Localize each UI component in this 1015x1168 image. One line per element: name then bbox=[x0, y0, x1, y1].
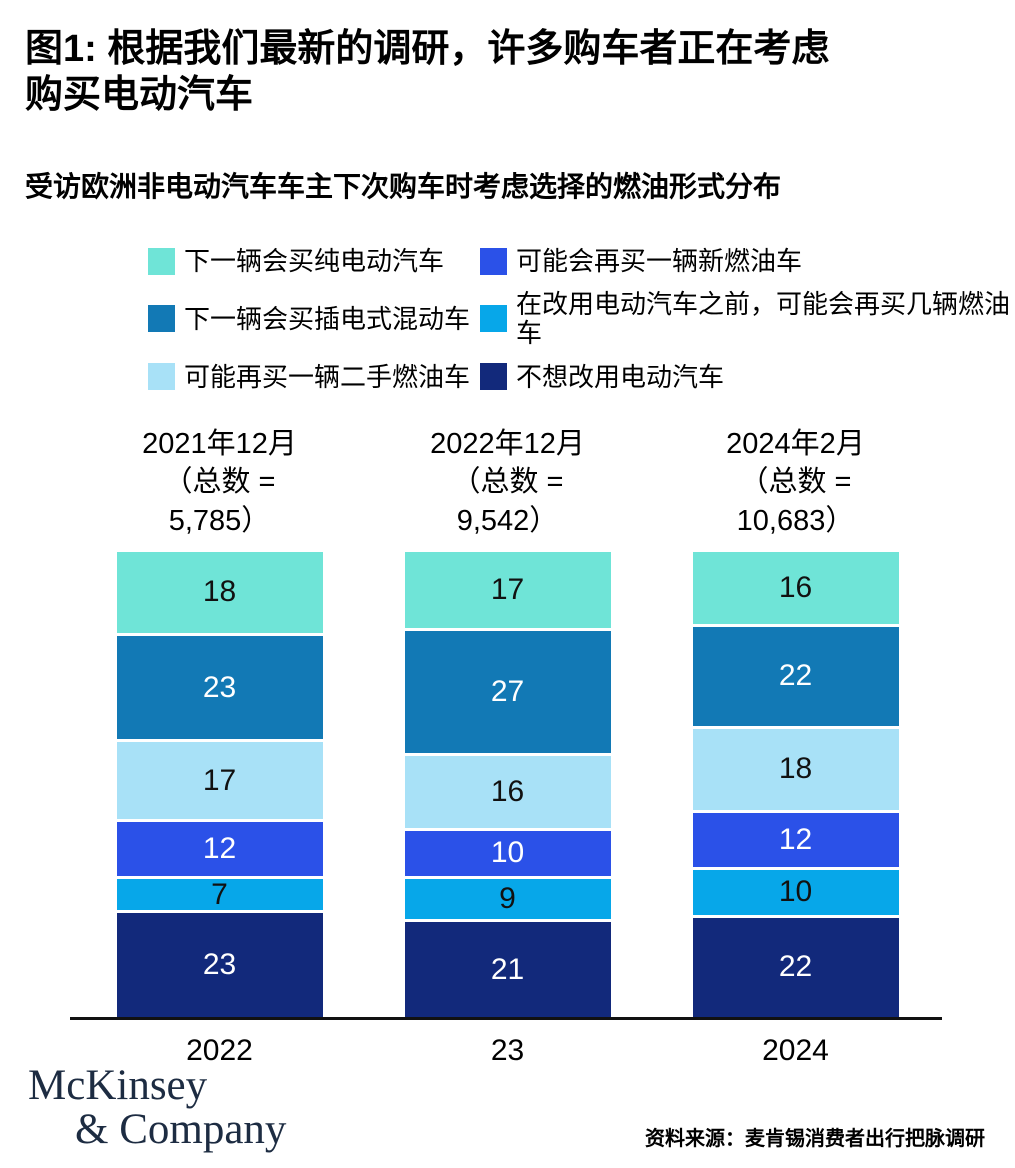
stacked-bar: 16 22 18 12 10 22 bbox=[692, 551, 899, 1017]
page-title-line2: 购买电动汽车 bbox=[25, 74, 254, 117]
legend-label: 可能再买一辆二手燃油车 bbox=[184, 361, 471, 392]
column-header: 2021年12月 （总数 = 5,785） bbox=[117, 425, 323, 540]
x-axis-label: 2022 bbox=[186, 1033, 253, 1067]
bar-columns: 2021年12月 （总数 = 5,785） 18 23 17 12 7 23 2022年12月（… bbox=[0, 425, 1015, 1017]
bar-segment: 27 bbox=[404, 631, 611, 753]
chart-legend: 下一辆会买纯电动汽车 可能会再买一辆新燃油车下一辆会买插电式混动车 在改用电动汽车之… bbox=[148, 247, 1015, 391]
x-axis-label: 23 bbox=[490, 1033, 525, 1067]
column-header-date: 2022年12月 bbox=[430, 428, 585, 461]
bar-column: 2022年12月 （总数 = 9,542） 17 27 16 10 9 21 bbox=[404, 425, 611, 1017]
bar-segment: 12 bbox=[116, 821, 323, 876]
mckinsey-logo: McKinsey & Company bbox=[28, 1062, 287, 1154]
legend-label: 可能会再买一辆新燃油车 bbox=[516, 245, 803, 276]
bar-segment: 22 bbox=[692, 917, 899, 1017]
bar-column: 2024年2月 （总数 = 10,683） 16 22 18 12 10 22 bbox=[692, 425, 899, 1017]
bar-segment: 10 bbox=[404, 830, 611, 876]
column-header: 2024年2月 （总数 = 10,683） bbox=[693, 425, 899, 540]
legend-label: 不想改用电动汽车 bbox=[516, 361, 725, 392]
page-title-line1: 图1: 根据我们最新的调研，许多购车者正在考虑 bbox=[25, 28, 830, 70]
x-axis-label: 2024 bbox=[762, 1033, 829, 1067]
source-note: 资料来源：麦肯锡消费者出行把脉调研 bbox=[645, 1128, 985, 1150]
legend-swatch bbox=[480, 363, 507, 391]
bar-segment: 16 bbox=[692, 551, 899, 624]
bar-segment: 23 bbox=[116, 635, 323, 740]
column-header-total: （总数 = 10,683） bbox=[736, 466, 855, 537]
legend-swatch bbox=[148, 305, 175, 333]
column-header-date: 2024年2月 bbox=[726, 428, 865, 461]
stacked-bar: 17 27 16 10 9 21 bbox=[404, 551, 611, 1017]
bar-segment: 9 bbox=[404, 878, 611, 920]
bar-segment: 18 bbox=[692, 728, 899, 810]
legend-swatch bbox=[148, 363, 175, 391]
legend-swatch bbox=[480, 305, 507, 333]
bar-segment: 16 bbox=[404, 755, 611, 828]
bar-segment: 12 bbox=[692, 812, 899, 867]
legend-label: 下一辆会买纯电动汽车 bbox=[184, 245, 445, 276]
column-header-total: （总数 = 9,542） bbox=[451, 466, 564, 537]
chart-subtitle: 受访欧洲非电动汽车车主下次购车时考虑选择的燃油形式分布 bbox=[25, 170, 782, 202]
logo-line2: & Company bbox=[75, 1106, 287, 1154]
bar-segment: 21 bbox=[404, 922, 611, 1017]
legend-item: 下一辆会买纯电动汽车 bbox=[148, 247, 480, 276]
bar-segment: 10 bbox=[692, 869, 899, 915]
page-title: 图1: 根据我们最新的调研，许多购车者正在考虑 购买电动汽车 bbox=[25, 26, 990, 119]
column-header: 2022年12月 （总数 = 9,542） bbox=[405, 425, 611, 540]
bar-segment: 17 bbox=[404, 551, 611, 629]
column-header-total: （总数 = 5,785） bbox=[163, 466, 276, 537]
legend-item: 不想改用电动汽车 bbox=[480, 361, 1015, 392]
logo-line1: McKinsey bbox=[28, 1062, 208, 1109]
legend-label: 下一辆会买插电式混动车 bbox=[184, 303, 471, 334]
stacked-bar-chart: 2021年12月 （总数 = 5,785） 18 23 17 12 7 23 2022年12月（… bbox=[0, 425, 1015, 1068]
bar-segment: 23 bbox=[116, 913, 323, 1017]
bar-column: 2021年12月 （总数 = 5,785） 18 23 17 12 7 23 bbox=[116, 425, 323, 1017]
column-header-date: 2021年12月 bbox=[142, 428, 297, 461]
legend-item: 下一辆会买插电式混动车 bbox=[148, 290, 480, 347]
bar-segment: 22 bbox=[692, 626, 899, 726]
bar-segment: 7 bbox=[116, 878, 323, 911]
bar-segment: 18 bbox=[116, 551, 323, 633]
x-axis-line bbox=[70, 1016, 942, 1020]
legend-swatch bbox=[148, 247, 175, 275]
legend-item: 可能再买一辆二手燃油车 bbox=[148, 361, 480, 392]
legend-item: 在改用电动汽车之前，可能会再买几辆燃油车 bbox=[480, 290, 1015, 347]
legend-swatch bbox=[480, 247, 507, 275]
x-axis-labels: 2022 23 2024 bbox=[0, 1034, 1015, 1068]
stacked-bar: 18 23 17 12 7 23 bbox=[116, 551, 323, 1017]
bar-segment: 17 bbox=[116, 742, 323, 819]
legend-item: 可能会再买一辆新燃油车 bbox=[480, 247, 1015, 276]
legend-label: 在改用电动汽车之前，可能会再买几辆燃油车 bbox=[516, 289, 1011, 348]
